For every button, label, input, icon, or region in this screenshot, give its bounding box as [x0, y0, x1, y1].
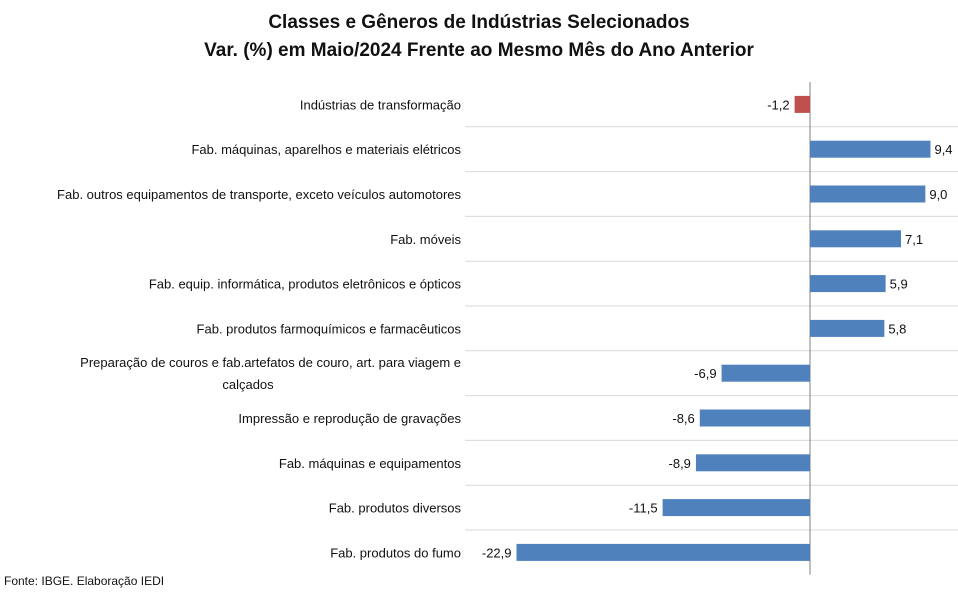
source-note: Fonte: IBGE. Elaboração IEDI: [4, 574, 165, 588]
data-label: -1,2: [767, 97, 789, 112]
category-label: Preparação de couros e fab.artefatos de …: [80, 355, 461, 370]
bar: [699, 409, 810, 427]
data-label: 5,9: [890, 277, 908, 292]
bar: [662, 499, 810, 517]
data-label: 9,0: [929, 187, 947, 202]
chart-title-line2: Var. (%) em Maio/2024 Frente ao Mesmo Mê…: [204, 40, 754, 61]
bar: [516, 543, 810, 561]
data-label: -6,9: [694, 366, 716, 381]
data-label: -8,6: [672, 411, 694, 426]
category-label: Fab. móveis: [390, 232, 461, 247]
bar: [721, 364, 810, 382]
data-label: 9,4: [934, 142, 952, 157]
category-label: calçados: [222, 377, 274, 392]
chart-title: Classes e Gêneros de Indústrias Selecion…: [0, 9, 958, 65]
chart-title-line1: Classes e Gêneros de Indústrias Selecion…: [268, 12, 690, 33]
category-label: Indústrias de transformação: [300, 97, 461, 112]
category-label: Fab. máquinas, aparelhos e materiais elé…: [191, 142, 461, 157]
data-label: -22,9: [482, 545, 512, 560]
bar: [794, 95, 810, 113]
category-label: Fab. equip. informática, produtos eletrô…: [149, 277, 462, 292]
bar: [810, 275, 886, 293]
bar: [810, 319, 885, 337]
data-label: -8,9: [669, 456, 691, 471]
category-label: Fab. outros equipamentos de transporte, …: [57, 187, 461, 202]
category-label: Fab. produtos do fumo: [330, 545, 461, 560]
bar: [810, 140, 931, 158]
bar: [695, 454, 810, 472]
data-label: -11,5: [629, 501, 658, 516]
bar: [810, 185, 926, 203]
category-label: Fab. produtos diversos: [329, 501, 462, 516]
category-label: Fab. máquinas e equipamentos: [279, 456, 462, 471]
bar: [810, 230, 901, 248]
data-label: 5,8: [888, 321, 906, 336]
data-label: 7,1: [905, 232, 923, 247]
category-label: Fab. produtos farmoquímicos e farmacêuti…: [197, 321, 462, 336]
category-label: Impressão e reprodução de gravações: [238, 411, 461, 426]
